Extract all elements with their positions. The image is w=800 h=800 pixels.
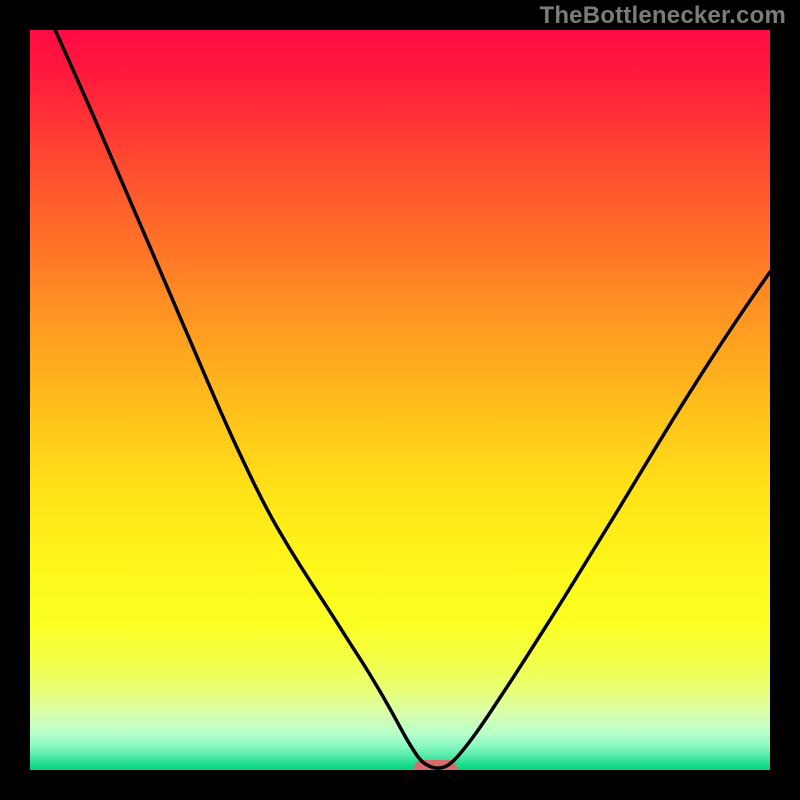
background-gradient bbox=[30, 30, 770, 770]
border-right bbox=[770, 0, 800, 800]
watermark-text: TheBottlenecker.com bbox=[539, 2, 786, 30]
chart-stage: TheBottlenecker.com bbox=[0, 0, 800, 800]
border-bottom bbox=[0, 770, 800, 800]
bottleneck-marker bbox=[414, 760, 456, 770]
border-left bbox=[0, 0, 30, 800]
plot-area bbox=[30, 30, 770, 770]
